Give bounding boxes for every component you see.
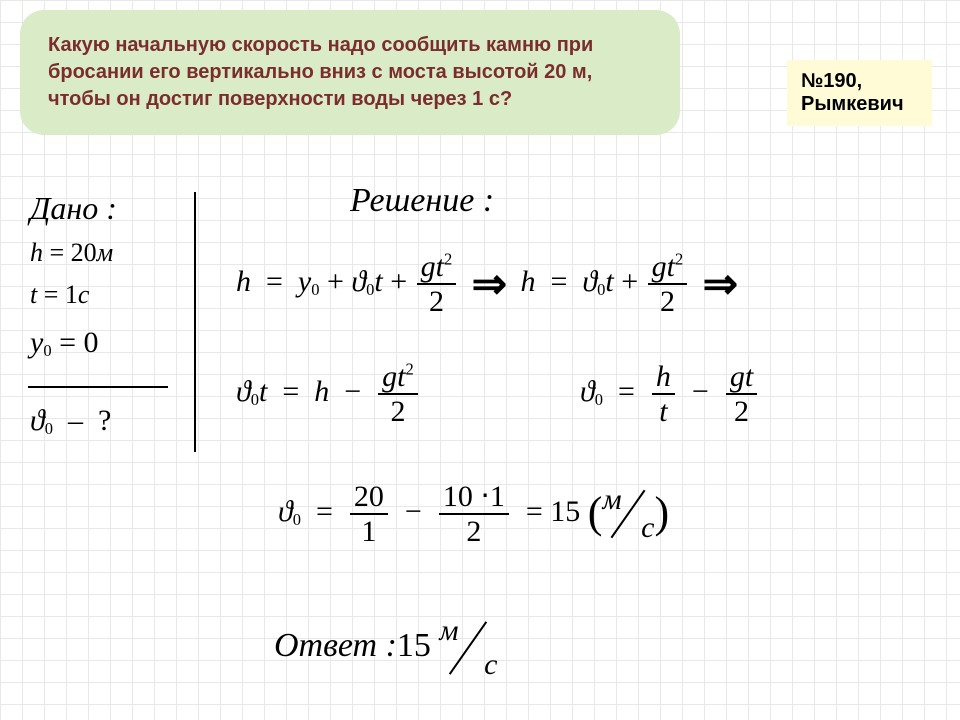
unit-fraction: м с: [602, 489, 654, 539]
given-find: ϑ0 – ?: [30, 404, 111, 439]
reference-box: №190, Рымкевич: [787, 60, 932, 126]
equation-1: h = y0 + ϑ0t + gt2 2 ⇒ h = ϑ0t + gt2 2 ⇒: [236, 250, 744, 318]
reference-line1: №190,: [801, 70, 918, 93]
given-h: h = 20м: [30, 238, 113, 268]
given-heading: Дано :: [30, 190, 117, 227]
problem-statement: Какую начальную скорость надо сообщить к…: [20, 10, 680, 135]
equation-2b: ϑ0 = h t − gt 2: [580, 360, 759, 428]
given-divider-vertical: [194, 192, 196, 452]
implies-icon: ⇒: [703, 259, 738, 309]
given-y0: y0 = 0: [30, 326, 99, 361]
implies-icon: ⇒: [472, 259, 507, 309]
given-divider-horizontal: [28, 386, 168, 388]
answer: Ответ :15 м с: [274, 620, 497, 676]
reference-line2: Рымкевич: [801, 93, 918, 116]
solution-heading: Решение :: [350, 182, 494, 220]
given-t: t = 1с: [30, 280, 89, 310]
equation-numeric: ϑ0 = 20 1 − 10 ⋅1 2 = 15 ( м с ): [278, 480, 669, 548]
answer-unit-fraction: м с: [439, 620, 497, 676]
equation-2a: ϑ0t = h − gt2 2: [236, 360, 420, 428]
